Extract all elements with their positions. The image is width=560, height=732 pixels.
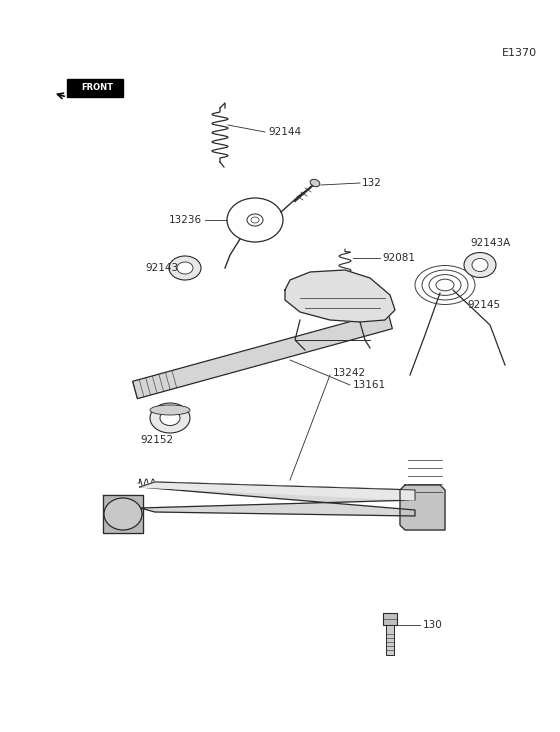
Text: 92143A: 92143A: [470, 238, 510, 248]
Bar: [386, 625, 394, 655]
Ellipse shape: [150, 403, 190, 433]
Ellipse shape: [177, 262, 193, 274]
Polygon shape: [400, 485, 445, 530]
Polygon shape: [285, 270, 395, 322]
Text: 13242: 13242: [333, 368, 366, 378]
Ellipse shape: [160, 411, 180, 425]
Polygon shape: [103, 495, 143, 533]
Text: 92152: 92152: [140, 435, 173, 445]
Polygon shape: [140, 482, 415, 516]
Text: FRONT: FRONT: [81, 83, 113, 92]
Ellipse shape: [169, 256, 201, 280]
Bar: [383, 613, 397, 625]
Text: 92145: 92145: [467, 300, 500, 310]
Ellipse shape: [472, 258, 488, 272]
Text: 130: 130: [423, 620, 443, 630]
Text: E1370: E1370: [502, 48, 537, 58]
Circle shape: [323, 283, 347, 307]
Ellipse shape: [150, 405, 190, 415]
Text: 132: 132: [362, 178, 382, 188]
Text: 92144: 92144: [268, 127, 301, 137]
Text: 13236: 13236: [169, 215, 202, 225]
Polygon shape: [67, 79, 123, 97]
Text: 13161: 13161: [353, 380, 386, 390]
Text: 92081: 92081: [382, 253, 415, 263]
Ellipse shape: [464, 253, 496, 277]
Text: 92143: 92143: [145, 263, 178, 273]
Circle shape: [329, 289, 341, 301]
Polygon shape: [133, 311, 393, 399]
Polygon shape: [140, 482, 415, 500]
Ellipse shape: [104, 498, 142, 530]
Ellipse shape: [310, 179, 320, 187]
